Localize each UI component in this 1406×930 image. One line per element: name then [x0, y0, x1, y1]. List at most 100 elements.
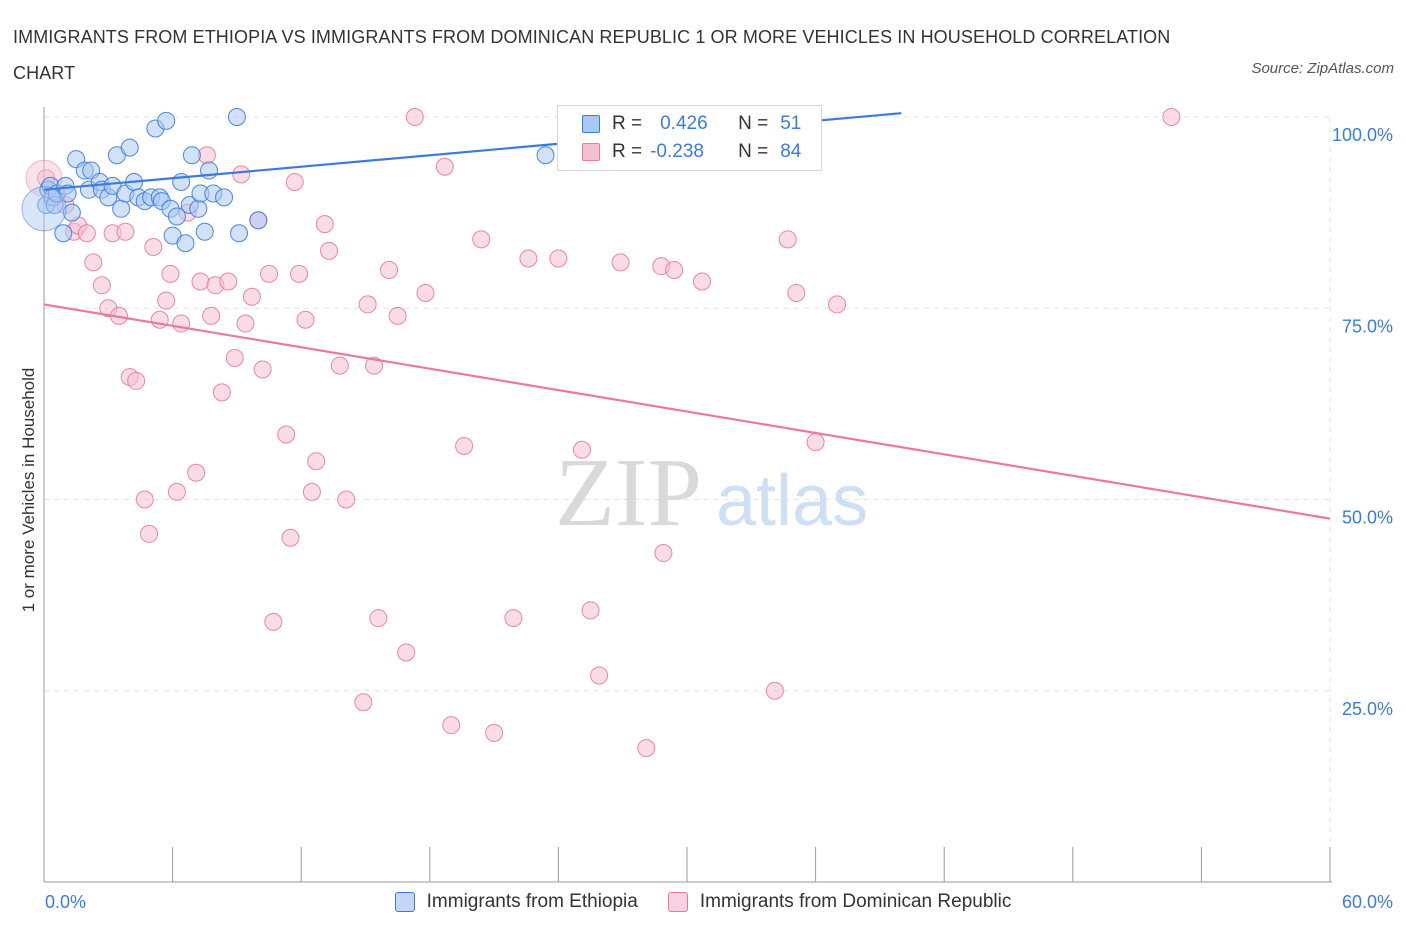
data-point-dominican [290, 264, 309, 283]
legend-item-dominican[interactable]: Immigrants from Dominican Republic [667, 891, 1012, 913]
y-tick-labels: 100.0% 75.0% 50.0% 25.0% [1332, 125, 1393, 719]
watermark: ZIP atlas [555, 439, 868, 547]
data-point-dominican [665, 261, 684, 279]
legend-swatch-ethiopia [394, 892, 415, 912]
data-point-dominican [572, 440, 591, 459]
data-point-dominican [202, 306, 221, 325]
data-point-dominican [765, 681, 784, 700]
data-point-dominican [260, 264, 279, 283]
data-point-dominican [92, 276, 111, 295]
data-point-ethiopia [227, 108, 246, 126]
data-point-dominican [296, 310, 315, 329]
data-point-ethiopia [182, 146, 201, 165]
data-point-dominican [127, 371, 146, 390]
data-point-dominican [504, 609, 523, 628]
data-point-dominican [828, 295, 847, 314]
legend-swatch-ethiopia [582, 115, 600, 133]
stats-legend-row-dominican: R = -0.238 N = 84 [558, 138, 801, 166]
y-tick-label: 75.0% [1342, 316, 1393, 336]
data-point-dominican [637, 739, 656, 758]
data-point-dominican [277, 425, 296, 444]
data-point-ethiopia [215, 188, 234, 207]
y-axis-label: 1 or more Vehicles in Household [19, 367, 38, 613]
data-point-dominican [197, 146, 216, 165]
data-point-dominican [315, 215, 334, 234]
data-point-dominican [519, 249, 538, 268]
data-point-ethiopia [249, 211, 268, 230]
data-point-dominican [302, 482, 321, 501]
y-tick-label: 50.0% [1342, 508, 1393, 528]
series-legend: Immigrants from Ethiopia Immigrants from… [0, 889, 1406, 915]
data-point-dominican [161, 264, 180, 283]
legend-label-dominican: Immigrants from Dominican Republic [699, 891, 1012, 912]
data-point-dominican [388, 306, 407, 325]
data-point-dominican [455, 436, 474, 455]
n-label: N = [738, 141, 769, 162]
data-point-dominican [397, 643, 416, 662]
data-point-dominican [611, 253, 630, 272]
data-point-dominican [330, 356, 349, 375]
y-tick-label: 100.0% [1332, 125, 1393, 145]
data-point-dominican [354, 693, 373, 712]
data-point-dominican [405, 108, 424, 126]
n-label: N = [738, 113, 769, 134]
data-point-ethiopia [176, 234, 195, 253]
data-point-dominican [549, 249, 568, 268]
r-value-ethiopia: 0.426 [660, 113, 708, 134]
data-point-dominican [693, 272, 712, 291]
data-point-dominican [416, 283, 435, 302]
data-point-dominican [358, 295, 377, 314]
series-ethiopia-points [21, 108, 555, 253]
x-axis-ticks [43, 107, 1331, 882]
data-point-ethiopia [54, 224, 73, 243]
data-point-ethiopia [167, 207, 186, 226]
data-point-dominican [581, 601, 600, 620]
data-point-dominican [485, 723, 504, 742]
data-point-ethiopia [157, 111, 176, 130]
data-point-ethiopia [536, 146, 555, 165]
r-label: R = [612, 113, 643, 134]
data-point-dominican [778, 230, 797, 249]
data-point-ethiopia [230, 224, 249, 243]
data-point-dominican [264, 612, 283, 631]
legend-label-ethiopia: Immigrants from Ethiopia [426, 891, 638, 912]
data-point-ethiopia-cluster [21, 186, 67, 232]
data-point-dominican [225, 348, 244, 367]
y-axis-label-wrap: 1 or more Vehicles in Household [14, 110, 44, 870]
data-point-dominican [253, 360, 272, 379]
data-point-dominican [806, 433, 825, 452]
data-point-dominican [242, 287, 261, 306]
data-point-dominican [157, 291, 176, 310]
data-point-ethiopia [112, 199, 131, 218]
data-point-ethiopia [120, 138, 139, 157]
data-point-dominican [590, 666, 609, 685]
data-point-dominican [77, 224, 96, 243]
data-point-ethiopia [189, 199, 208, 218]
n-value-dominican: 84 [780, 141, 802, 162]
trend-line-dominican [43, 303, 1331, 520]
x-tick-labels: 0.0% 60.0% [45, 892, 1393, 912]
data-point-dominican [232, 165, 251, 184]
data-point-dominican [140, 524, 159, 543]
data-point-dominican [380, 261, 399, 279]
data-point-ethiopia [62, 203, 81, 222]
data-point-dominican [116, 222, 135, 241]
data-point-dominican [285, 173, 304, 192]
data-point-dominican [219, 272, 238, 291]
watermark-atlas: atlas [716, 461, 868, 541]
data-point-dominican [187, 463, 206, 482]
data-point-dominican [337, 490, 356, 509]
data-point-dominican [320, 241, 339, 260]
r-label: R = [612, 141, 643, 162]
x-tick-label: 0.0% [45, 892, 86, 912]
stats-legend: R = 0.426 N = 51 R = -0.238 N = 84 [557, 105, 822, 171]
data-point-dominican [135, 490, 154, 509]
data-point-dominican [191, 272, 210, 291]
source-credit: Source: ZipAtlas.com [1251, 60, 1394, 77]
legend-item-ethiopia[interactable]: Immigrants from Ethiopia [394, 891, 638, 913]
data-point-dominican [307, 452, 326, 471]
data-point-dominican [442, 716, 461, 735]
data-point-dominican [172, 314, 191, 333]
data-point-dominican [654, 544, 673, 563]
